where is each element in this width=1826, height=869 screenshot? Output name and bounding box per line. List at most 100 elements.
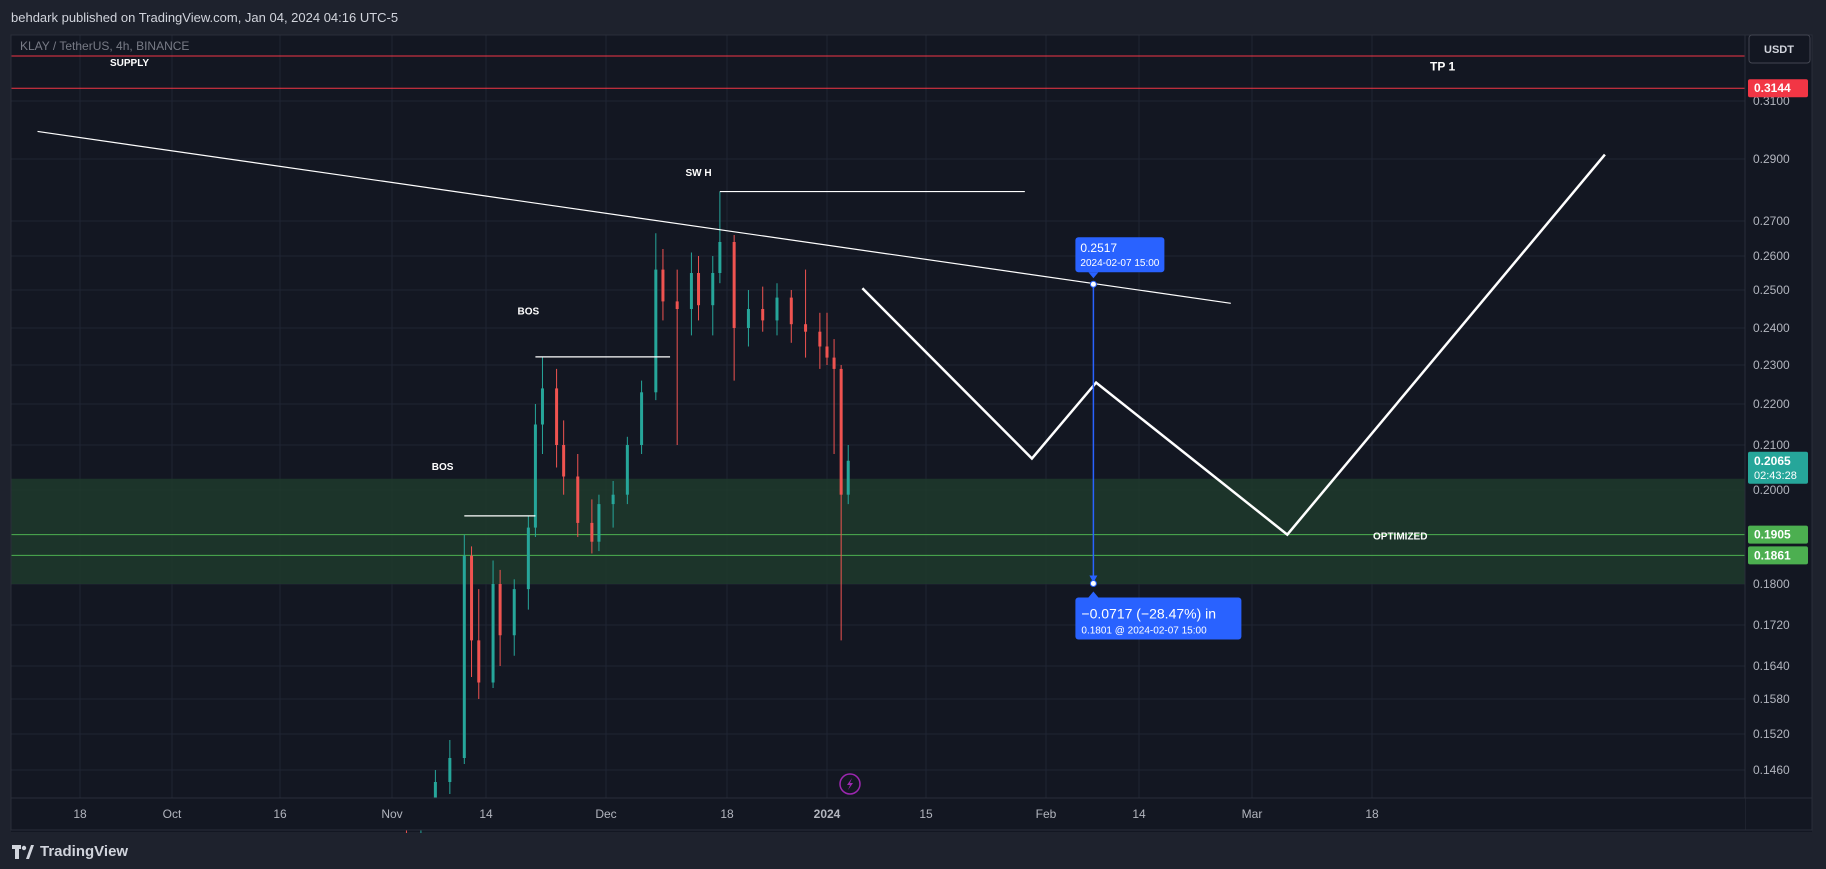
- x-tick-label: Nov: [381, 807, 402, 821]
- x-tick-label: 16: [273, 807, 287, 821]
- candle-body: [818, 331, 822, 347]
- candle-body: [661, 269, 665, 302]
- y-tick-label: 0.2700: [1753, 214, 1790, 228]
- y-tick-label: 0.1580: [1753, 692, 1790, 706]
- candle-body: [654, 269, 658, 393]
- publish-header: behdark published on TradingView.com, Ja…: [0, 0, 1826, 34]
- candle-body: [491, 584, 495, 683]
- price-chart[interactable]: 0.2517 2024-02-07 15:00 −0.0717 (−28.47%) …: [0, 0, 1826, 834]
- measure-top-date: 2024-02-07 15:00: [1080, 258, 1159, 269]
- chart-background: [11, 35, 1812, 832]
- y-tick-label: 0.2200: [1753, 397, 1790, 411]
- price-label-box: [1748, 79, 1808, 98]
- lightning-bolt: [847, 778, 853, 790]
- candle-body: [433, 782, 437, 809]
- demand-zone: [11, 478, 1745, 584]
- x-tick-label: 18: [73, 807, 87, 821]
- x-tick-label: Oct: [163, 807, 182, 821]
- price-label-value: 0.1861: [1754, 548, 1791, 562]
- x-tick-label: 2024: [814, 807, 841, 821]
- y-tick-label: 0.2000: [1753, 483, 1790, 497]
- y-tick-label: 0.1460: [1753, 763, 1790, 777]
- measure-bottom-label-pointer: [1088, 591, 1099, 598]
- candle-body: [448, 758, 452, 782]
- y-tick-label: 0.2900: [1753, 152, 1790, 166]
- price-label-box: [1748, 451, 1808, 484]
- annotation-label: OPTIMIZED: [1373, 531, 1427, 542]
- x-tick-label: Mar: [1242, 807, 1263, 821]
- candle-body: [590, 522, 594, 542]
- annotation-label: SUPPLY: [110, 58, 149, 69]
- trendline: [37, 130, 1231, 304]
- y-tick-label: 0.2100: [1753, 438, 1790, 452]
- candle-body: [533, 424, 537, 528]
- candle-body: [576, 476, 580, 523]
- annotation-label: BOS: [518, 307, 540, 318]
- y-tick-label: 0.1800: [1753, 577, 1790, 591]
- tradingview-brand: TradingView: [40, 843, 129, 860]
- time-axis[interactable]: [11, 798, 1745, 830]
- y-tick-label: 0.2600: [1753, 249, 1790, 263]
- candle-body: [462, 555, 466, 758]
- quote-currency-button[interactable]: [1748, 34, 1811, 64]
- candle-body: [625, 445, 629, 495]
- measure-end-dot[interactable]: [1089, 580, 1097, 588]
- candle-body: [498, 584, 502, 636]
- candle-body: [597, 504, 601, 542]
- y-tick-label: 0.1520: [1753, 727, 1790, 741]
- candle-body: [825, 346, 829, 358]
- candle-body: [846, 460, 850, 495]
- footer-bar: TradingView: [0, 834, 1826, 869]
- candle-body: [477, 640, 481, 683]
- measure-bottom-label-box: [1075, 597, 1242, 640]
- x-tick-label: 14: [1132, 807, 1146, 821]
- candle-body: [526, 527, 530, 590]
- measure-top-label-box: [1075, 237, 1165, 273]
- quote-currency-label: USDT: [1764, 44, 1794, 56]
- measure-bottom-main: −0.0717 (−28.47%) in: [1081, 606, 1216, 622]
- candle-body: [611, 494, 615, 505]
- annotation-label: TP 1: [1430, 60, 1455, 74]
- projection-path: [861, 153, 1606, 537]
- price-label-value: 0.1905: [1754, 528, 1791, 542]
- price-label-value: 0.3144: [1754, 81, 1791, 95]
- candle-body: [804, 324, 808, 332]
- candle-body: [689, 273, 693, 309]
- x-tick-label: 14: [479, 807, 493, 821]
- lightning-icon[interactable]: [839, 773, 861, 795]
- price-label-countdown: 02:43:28: [1754, 470, 1797, 482]
- measure-start-dot[interactable]: [1089, 280, 1097, 288]
- candle-body: [697, 273, 701, 306]
- x-tick-label: Dec: [595, 807, 616, 821]
- x-tick-label: Feb: [1036, 807, 1057, 821]
- annotation-label: BOS: [432, 462, 454, 473]
- y-tick-label: 0.2500: [1753, 283, 1790, 297]
- chart-frame: [10, 34, 1813, 831]
- tradingview-logo-icon: [12, 844, 34, 859]
- candle-body: [839, 368, 843, 495]
- candle-body: [732, 242, 736, 328]
- candle-body: [832, 357, 836, 369]
- candle-body: [470, 555, 474, 641]
- candle-body: [540, 388, 544, 425]
- x-tick-label: 15: [919, 807, 933, 821]
- symbol-label: KLAY / TetherUS, 4h, BINANCE: [20, 39, 189, 53]
- y-tick-label: 0.2400: [1753, 321, 1790, 335]
- annotation-label: SW H: [685, 168, 711, 179]
- y-tick-label: 0.3100: [1753, 94, 1790, 108]
- price-label-value: 0.2065: [1754, 454, 1791, 468]
- tradingview-logo[interactable]: TradingView: [12, 843, 128, 860]
- measure-bottom-sub: 0.1801 @ 2024-02-07 15:00: [1081, 626, 1207, 637]
- candle-body: [512, 589, 516, 636]
- candle-body: [562, 445, 566, 477]
- candle-body: [761, 309, 765, 321]
- x-tick-label: 18: [720, 807, 734, 821]
- candle-body: [718, 242, 722, 273]
- candle-body: [711, 273, 715, 306]
- price-label-box: [1748, 546, 1808, 565]
- published-by-text: behdark published on TradingView.com, Ja…: [11, 9, 399, 25]
- y-tick-label: 0.1720: [1753, 618, 1790, 632]
- price-axis[interactable]: [1745, 35, 1812, 798]
- candle-body: [789, 297, 793, 325]
- measure-arrowhead: [1089, 575, 1098, 583]
